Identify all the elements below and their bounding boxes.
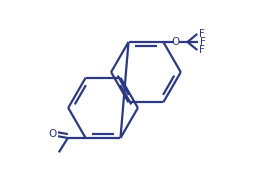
- Text: O: O: [172, 37, 180, 47]
- Text: F: F: [199, 37, 206, 47]
- Text: O: O: [48, 129, 56, 139]
- Text: F: F: [199, 29, 205, 39]
- Text: F: F: [199, 45, 205, 55]
